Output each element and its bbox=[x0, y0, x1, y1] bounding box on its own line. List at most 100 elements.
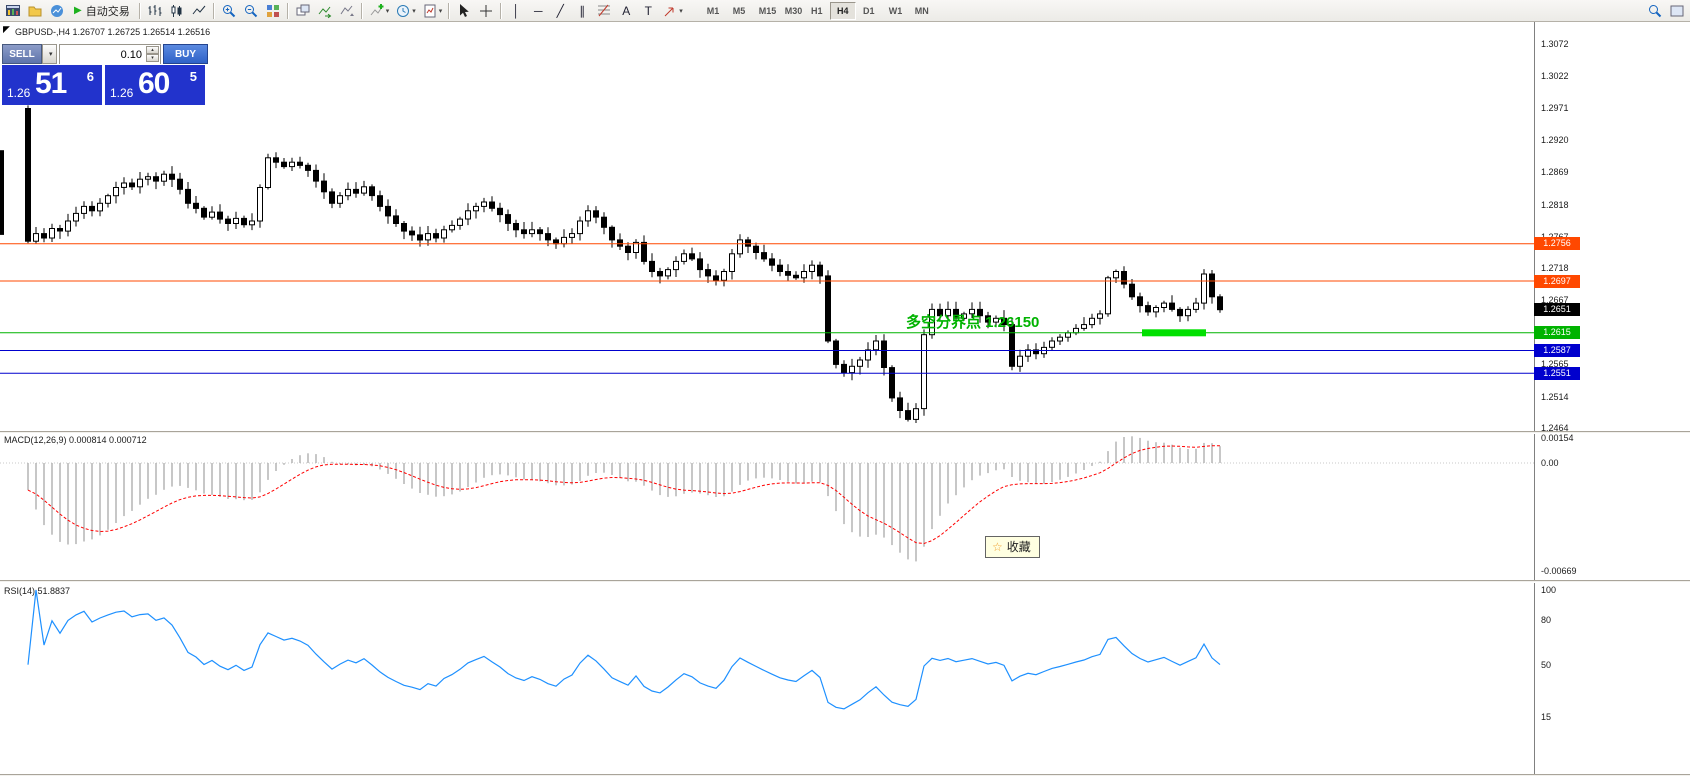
profiles-button[interactable] bbox=[24, 1, 46, 21]
toolbar-separator bbox=[212, 2, 215, 19]
sell-price-pips: 51 bbox=[35, 67, 67, 100]
crosshair-tool-button[interactable] bbox=[475, 1, 497, 21]
hline-icon: ─ bbox=[533, 3, 543, 18]
scale-label: 1.3022 bbox=[1541, 70, 1569, 81]
toolbar-separator bbox=[500, 2, 503, 19]
scale-label: 1.2920 bbox=[1541, 135, 1569, 146]
timeframe-mn[interactable]: MN bbox=[908, 2, 934, 20]
zoom-in-button[interactable] bbox=[218, 1, 240, 21]
level-price-box: 1.2756 bbox=[1534, 237, 1580, 251]
scale-label: 80 bbox=[1541, 614, 1552, 625]
crosshair-icon bbox=[480, 4, 493, 17]
scale-label: -0.00669 bbox=[1541, 566, 1577, 577]
volume-down-button[interactable]: ▾ bbox=[146, 54, 159, 62]
trendline-icon: ╱ bbox=[556, 3, 564, 18]
buy-quote-button[interactable]: 1.26 60 5 bbox=[105, 65, 205, 105]
chart-annotation-text[interactable]: 多空分界点 1.26150 bbox=[906, 314, 1040, 331]
favorites-tooltip: ☆ 收藏 bbox=[985, 536, 1040, 558]
rsi-panel-canvas[interactable] bbox=[0, 583, 1534, 774]
edge-clipped-button[interactable] bbox=[1666, 1, 1688, 21]
channel-tool-button[interactable]: ∥ bbox=[571, 1, 593, 21]
fibonacci-tool-button[interactable] bbox=[593, 1, 615, 21]
scale-label: 1.2565 bbox=[1541, 359, 1569, 370]
candles[interactable] bbox=[25, 105, 1223, 423]
volume-box: ▴ ▾ bbox=[59, 44, 161, 64]
sell-price-point: 6 bbox=[86, 69, 94, 84]
sell-quote-button[interactable]: 1.26 51 6 bbox=[2, 65, 102, 105]
clock-icon bbox=[397, 4, 410, 17]
toolbar-separator bbox=[138, 2, 141, 19]
rsi-line bbox=[27, 589, 1221, 710]
arrows-caret-icon: ▾ bbox=[679, 7, 683, 15]
line-chart-mode-button[interactable] bbox=[188, 1, 210, 21]
search-button[interactable] bbox=[1644, 1, 1666, 21]
arrow-object-icon bbox=[664, 7, 674, 16]
timeframe-m1[interactable]: M1 bbox=[700, 2, 726, 20]
support-highlight-bar[interactable] bbox=[1142, 329, 1206, 337]
fibonacci-icon bbox=[598, 4, 611, 16]
panel-separator-main-macd[interactable] bbox=[0, 431, 1690, 434]
vertical-line-tool-button[interactable]: │ bbox=[505, 1, 527, 21]
line-chart-icon bbox=[192, 5, 206, 14]
macd-label: MACD(12,26,9) 0.000814 0.000712 bbox=[4, 435, 147, 445]
chart-shift-button[interactable] bbox=[336, 1, 358, 21]
timeframe-m30[interactable]: M30 bbox=[778, 2, 804, 20]
auto-scroll-icon bbox=[318, 6, 332, 18]
autotrading-button[interactable]: ▶ 自动交易 bbox=[68, 1, 136, 21]
text-tool-button[interactable]: A bbox=[615, 1, 637, 21]
clipped-icon bbox=[1670, 5, 1684, 16]
templates-button[interactable]: ▾ bbox=[419, 1, 446, 21]
arrows-tool-button[interactable]: ▾ bbox=[659, 1, 686, 21]
cascade-windows-button[interactable] bbox=[292, 1, 314, 21]
autotrading-play-icon: ▶ bbox=[74, 5, 82, 16]
auto-scroll-button[interactable] bbox=[314, 1, 336, 21]
panel-separator-macd-rsi[interactable] bbox=[0, 580, 1690, 583]
volume-up-button[interactable]: ▴ bbox=[146, 46, 159, 54]
terminal-button[interactable] bbox=[46, 1, 68, 21]
scale-label: 0.00154 bbox=[1541, 433, 1574, 444]
tile-windows-button[interactable] bbox=[262, 1, 284, 21]
periods-button[interactable]: ▾ bbox=[392, 1, 419, 21]
buy-price-pips: 60 bbox=[138, 67, 170, 100]
main-chart-canvas[interactable] bbox=[0, 22, 1534, 431]
timeframe-h1[interactable]: H1 bbox=[804, 2, 830, 20]
timeframe-h4[interactable]: H4 bbox=[829, 1, 856, 20]
autotrading-label: 自动交易 bbox=[85, 5, 130, 18]
buy-button[interactable]: BUY bbox=[163, 44, 208, 64]
scale-label: 100 bbox=[1541, 585, 1557, 595]
cursor-tool-button[interactable] bbox=[453, 1, 475, 21]
oneclick-trading-panel: SELL ▾ ▴ ▾ BUY 1.26 51 6 1.26 60 5 bbox=[2, 44, 208, 105]
scale-label: 1.2818 bbox=[1541, 199, 1569, 210]
price-scale-separator[interactable] bbox=[1534, 22, 1535, 777]
profiles-icon bbox=[28, 6, 42, 16]
timeframe-d1[interactable]: D1 bbox=[856, 2, 882, 20]
macd-signal-line bbox=[27, 445, 1221, 545]
oneclick-collapse-icon[interactable]: ◤ bbox=[3, 24, 10, 34]
volume-input[interactable] bbox=[60, 46, 160, 64]
market-watch-button[interactable] bbox=[2, 1, 24, 21]
indicators-icon bbox=[370, 3, 384, 15]
sell-button[interactable]: SELL bbox=[2, 44, 42, 64]
trade-settings-caret-button[interactable]: ▾ bbox=[42, 44, 57, 64]
level-price-box: 1.2551 bbox=[1534, 366, 1580, 380]
macd-panel-canvas[interactable] bbox=[0, 433, 1534, 579]
ohlc-bars-icon bbox=[148, 4, 162, 16]
text-tool-icon: A bbox=[622, 3, 631, 18]
bar-chart-mode-button[interactable] bbox=[144, 1, 166, 21]
toolbar-separator bbox=[448, 2, 451, 19]
trendline-tool-button[interactable]: ╱ bbox=[549, 1, 571, 21]
cascade-windows-icon bbox=[296, 4, 310, 15]
macd-histogram bbox=[27, 436, 1221, 562]
timeframe-m15[interactable]: M15 bbox=[752, 2, 778, 20]
scale-label: 50 bbox=[1541, 659, 1552, 670]
indicators-button[interactable]: ▾ bbox=[366, 1, 393, 21]
scale-label: 1.2718 bbox=[1541, 262, 1569, 273]
timeframe-m5[interactable]: M5 bbox=[726, 2, 752, 20]
zoom-out-button[interactable] bbox=[240, 1, 262, 21]
candlestick-mode-button[interactable] bbox=[166, 1, 188, 21]
horizontal-line-tool-button[interactable]: ─ bbox=[527, 1, 549, 21]
chart-shift-icon bbox=[340, 5, 354, 16]
timeframe-w1[interactable]: W1 bbox=[882, 2, 908, 20]
text-label-tool-button[interactable]: T bbox=[637, 1, 659, 21]
market-watch-icon bbox=[6, 4, 20, 16]
